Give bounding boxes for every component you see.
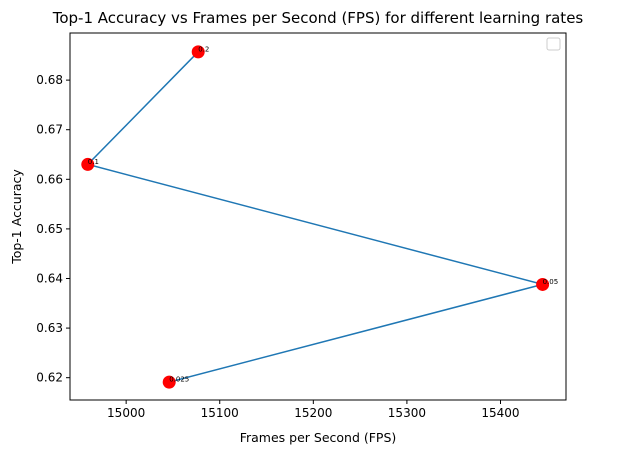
y-tick-label: 0.67: [36, 123, 63, 137]
series-line-path: [86, 51, 546, 383]
markers: [81, 45, 550, 389]
x-tick-label: 15100: [201, 406, 239, 420]
y-tick-label: 0.63: [36, 321, 63, 335]
legend-box: [546, 37, 561, 51]
data-point-label: 0.025: [169, 376, 189, 384]
data-point: [162, 375, 176, 389]
x-tick-label: 15200: [294, 406, 332, 420]
y-tick-label: 0.68: [36, 73, 63, 87]
x-tick-label: 15400: [481, 406, 519, 420]
x-axis-label: Frames per Second (FPS): [240, 430, 397, 445]
data-point-label: 0.1: [88, 158, 99, 166]
y-tick-label: 0.65: [36, 222, 63, 236]
data-point: [191, 45, 205, 59]
chart-title: Top-1 Accuracy vs Frames per Second (FPS…: [52, 9, 584, 27]
x-tick-label: 15300: [388, 406, 426, 420]
y-tick-label: 0.62: [36, 371, 63, 385]
data-point: [536, 277, 550, 291]
data-point-label: 0.2: [198, 45, 209, 53]
y-axis-label: Top-1 Accuracy: [9, 169, 24, 265]
x-axis: 15000 15100 15200 15300 15400: [107, 400, 520, 420]
y-tick-label: 0.64: [36, 271, 63, 285]
data-point: [81, 157, 95, 171]
y-tick-label: 0.66: [36, 172, 63, 186]
y-axis: 0.62 0.63 0.64 0.65 0.66 0.67 0.68: [36, 73, 70, 385]
series-line: [86, 51, 546, 383]
data-point-label: 0.05: [543, 278, 559, 286]
plot-area: [69, 32, 567, 401]
x-tick-label: 15000: [107, 406, 145, 420]
point-labels: 0.2 0.1 0.05 0.025: [88, 45, 558, 383]
